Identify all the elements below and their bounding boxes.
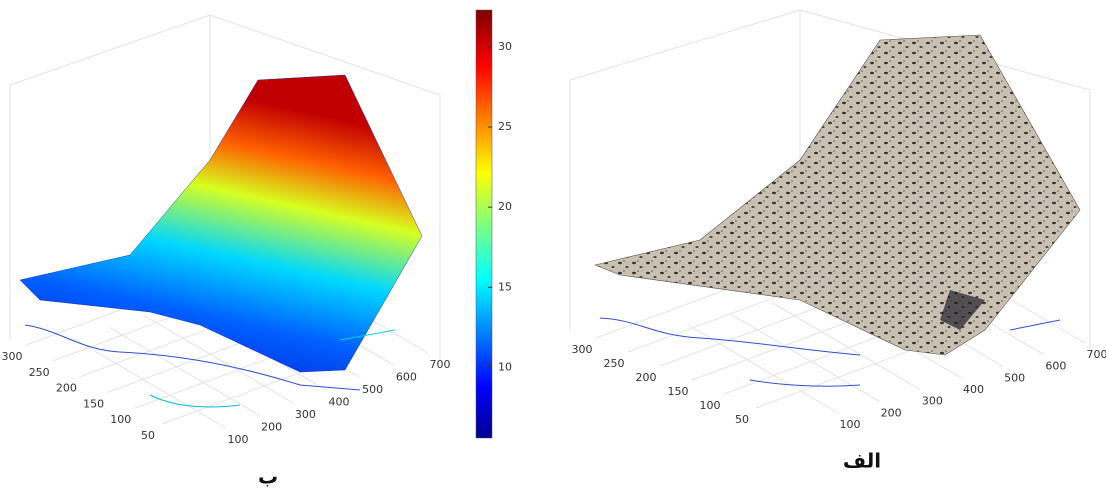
x-tick-label: 600 (1045, 360, 1066, 373)
y-tick-label: 200 (636, 371, 657, 384)
colorbar-tick-label: 10 (498, 360, 512, 373)
colorbar-tick-label: 20 (498, 200, 512, 213)
x-tick-label: 600 (396, 371, 417, 384)
y-tick-label: 50 (141, 429, 155, 442)
y-tick-label: 100 (700, 399, 721, 412)
grid-line (756, 341, 936, 408)
colorbar: 10 15 20 25 30 (476, 10, 512, 438)
caption: الف (843, 449, 881, 473)
y-tick-label: 50 (735, 413, 749, 426)
figure: 50 100 150 200 250 300 100 200 300 400 500 600 700 1… (0, 0, 1106, 490)
y-tick-label: 250 (604, 357, 625, 370)
x-tick-label: 100 (840, 418, 861, 431)
grid-line (660, 299, 840, 366)
y-tick-label: 200 (56, 382, 77, 395)
y-tick-label: 250 (29, 366, 50, 379)
x-tick-label: 500 (362, 383, 383, 396)
grid-line (76, 340, 226, 428)
x-tick-label: 700 (1087, 348, 1106, 361)
x-tick-label: 300 (922, 395, 943, 408)
y-tick-label: 150 (83, 397, 104, 410)
right-panel: 50 100 150 200 250 300 100 200 300 400 500 600 700 (570, 10, 1106, 431)
y-tick-label: 300 (572, 343, 593, 356)
colorbar-scale (476, 10, 492, 438)
left-panel: 50 100 150 200 250 300 100 200 300 400 500 600 700 (2, 15, 451, 446)
x-tick-label: 400 (963, 383, 984, 396)
x-tick-label: 500 (1004, 371, 1025, 384)
grid-line (724, 327, 904, 394)
caption: ب (258, 465, 278, 489)
colorbar-tick-label: 30 (498, 40, 512, 53)
colorbar-tick-label: 15 (498, 280, 512, 293)
y-tick-label: 300 (2, 350, 23, 363)
x-tick-label: 200 (261, 421, 282, 434)
x-tick-label: 700 (430, 358, 451, 371)
surface (20, 75, 422, 372)
y-tick-label: 100 (110, 413, 131, 426)
x-tick-label: 100 (228, 433, 249, 446)
x-tick-label: 200 (881, 406, 902, 419)
y-tick-label: 150 (668, 385, 689, 398)
x-tick-label: 400 (329, 396, 350, 409)
colorbar-tick-label: 25 (498, 120, 512, 133)
x-tick-label: 300 (295, 408, 316, 421)
surface (595, 35, 1080, 355)
